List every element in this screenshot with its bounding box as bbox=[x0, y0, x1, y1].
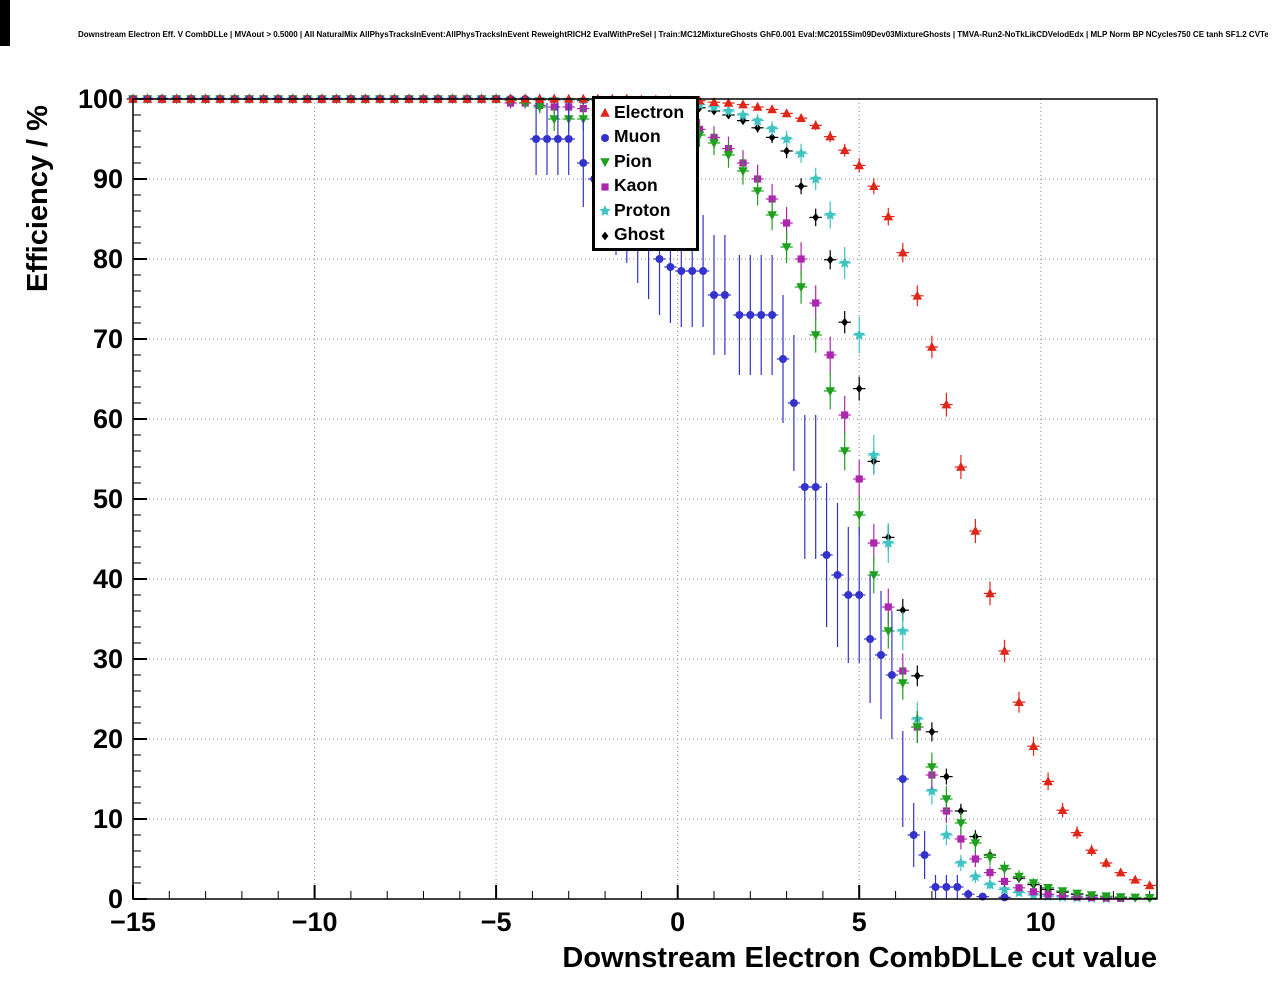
axis-ticks bbox=[132, 98, 1151, 900]
legend: Electron Muon Pion Kaon Proton Ghost bbox=[592, 96, 699, 251]
x-axis-title: Downstream Electron CombDLLe cut value bbox=[562, 942, 1157, 974]
svg-text:−5: −5 bbox=[481, 907, 512, 937]
svg-text:70: 70 bbox=[93, 324, 123, 354]
legend-label: Kaon bbox=[614, 175, 658, 195]
proton-marker-icon bbox=[599, 205, 611, 217]
pion-marker-icon bbox=[600, 158, 610, 168]
legend-label: Pion bbox=[614, 150, 652, 171]
svg-text:−15: −15 bbox=[110, 907, 156, 937]
svg-text:50: 50 bbox=[93, 484, 123, 514]
svg-text:40: 40 bbox=[93, 564, 123, 594]
svg-text:5: 5 bbox=[852, 907, 867, 937]
svg-text:−10: −10 bbox=[292, 907, 338, 937]
legend-label: Proton bbox=[614, 199, 671, 220]
legend-item-muon: Muon bbox=[596, 125, 696, 150]
legend-label: Electron bbox=[614, 101, 685, 122]
corner-mark bbox=[0, 0, 10, 46]
svg-text:10: 10 bbox=[1026, 907, 1056, 937]
svg-text:0: 0 bbox=[670, 907, 685, 937]
svg-text:0: 0 bbox=[108, 884, 123, 914]
legend-label: Muon bbox=[614, 126, 661, 146]
svg-text:30: 30 bbox=[93, 644, 123, 674]
svg-text:80: 80 bbox=[93, 244, 123, 274]
series-muon bbox=[126, 95, 1011, 902]
plot-title: Downstream Electron Eff. V CombDLLe | MV… bbox=[78, 30, 1268, 39]
legend-item-ghost: Ghost bbox=[596, 223, 696, 248]
svg-text:100: 100 bbox=[78, 84, 123, 114]
kaon-marker-icon bbox=[601, 183, 609, 191]
svg-text:10: 10 bbox=[93, 804, 123, 834]
series-electron bbox=[126, 93, 1156, 890]
ghost-marker-icon bbox=[601, 231, 609, 241]
legend-item-kaon: Kaon bbox=[596, 174, 696, 199]
electron-marker-icon bbox=[600, 108, 610, 118]
y-axis-title: Efficiency / % bbox=[22, 105, 54, 292]
legend-label: Ghost bbox=[614, 224, 665, 244]
svg-text:20: 20 bbox=[93, 724, 123, 754]
legend-item-proton: Proton bbox=[596, 198, 696, 223]
legend-item-pion: Pion bbox=[596, 149, 696, 174]
legend-item-electron: Electron bbox=[596, 100, 696, 125]
svg-text:60: 60 bbox=[93, 404, 123, 434]
muon-marker-icon bbox=[601, 133, 609, 142]
svg-text:90: 90 bbox=[93, 164, 123, 194]
